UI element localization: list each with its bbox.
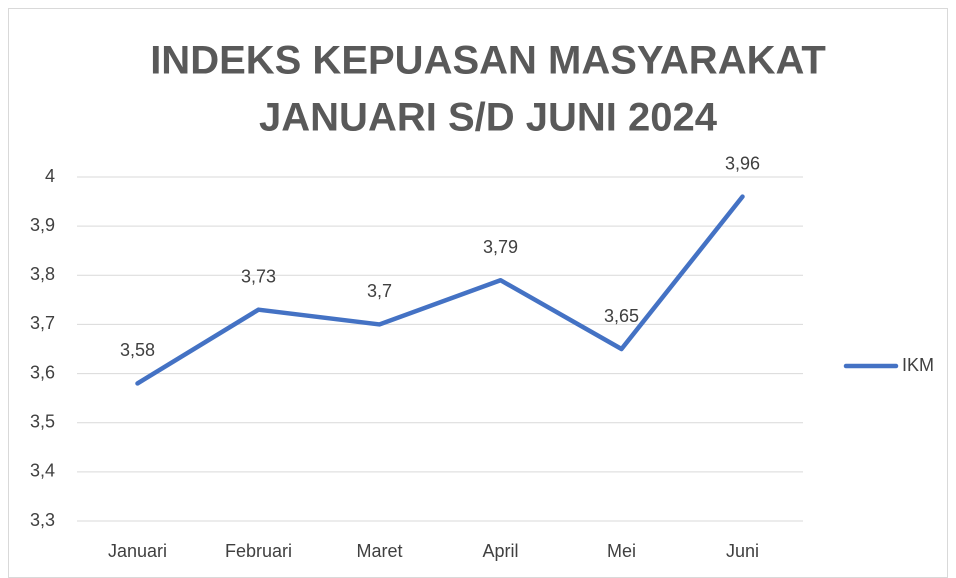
y-tick-label: 3,4 (30, 461, 55, 481)
chart-title: JANUARI S/D JUNI 2024 (259, 96, 718, 140)
chart-title: INDEKS KEPUASAN MASYARAKAT (150, 39, 826, 83)
y-tick-label: 4 (45, 166, 55, 186)
y-tick-label: 3,7 (30, 313, 55, 333)
data-label: 3,73 (241, 266, 276, 286)
y-tick-label: 3,3 (30, 510, 55, 530)
data-label: 3,58 (120, 340, 155, 360)
y-tick-label: 3,9 (30, 215, 55, 235)
data-label: 3,7 (367, 281, 392, 301)
legend-label: IKM (902, 355, 934, 375)
y-tick-label: 3,5 (30, 411, 55, 431)
data-label: 3,79 (483, 237, 518, 257)
data-label: 3,65 (604, 306, 639, 326)
data-label: 3,96 (725, 153, 760, 173)
x-tick-label: Maret (356, 541, 402, 561)
x-tick-label: Januari (108, 541, 167, 561)
x-tick-label: Juni (726, 541, 759, 561)
y-tick-label: 3,6 (30, 362, 55, 382)
x-tick-label: April (482, 541, 518, 561)
data-line (135, 194, 745, 386)
y-tick-label: 3,8 (30, 264, 55, 284)
x-tick-label: Februari (225, 541, 292, 561)
x-tick-label: Mei (607, 541, 636, 561)
chart-border (8, 8, 948, 578)
